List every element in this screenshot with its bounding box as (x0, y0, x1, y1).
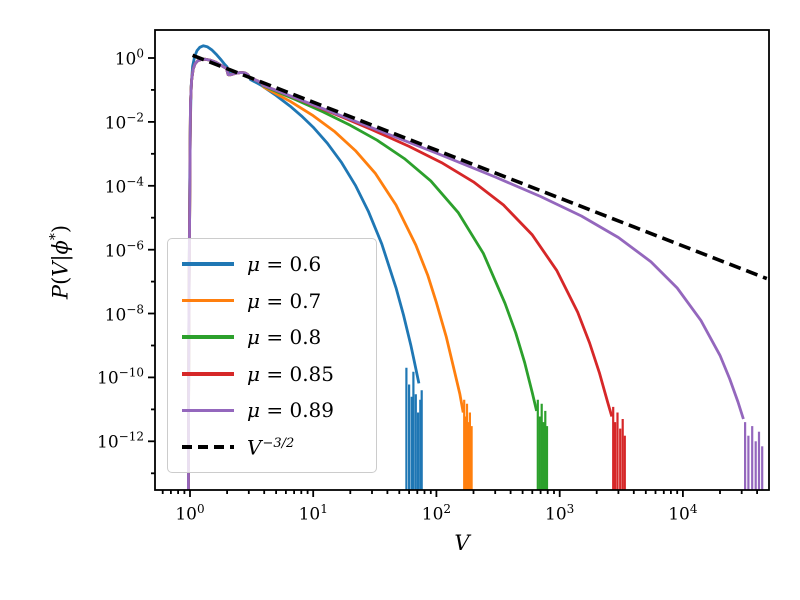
legend-label: μ = 0.6 (247, 252, 322, 276)
y-tick-label: 10−8 (104, 302, 144, 325)
y-tick-label: 10−4 (104, 174, 144, 198)
axes-frame (154, 29, 770, 491)
legend-line-sample (182, 371, 234, 376)
legend-entry: μ = 0.8 (182, 325, 364, 349)
y-tick-label: 10−2 (104, 110, 144, 134)
x-tick-label: 102 (421, 502, 452, 525)
y-axis-label-part: | (48, 254, 73, 262)
y-tick-label: 100 (114, 46, 144, 70)
x-tick-label: 103 (545, 502, 575, 525)
y-axis-label-part: P (48, 284, 73, 300)
legend-line-sample (182, 262, 234, 266)
y-axis-label-part: ϕ (48, 240, 73, 255)
series-V^(-3/2) (191, 53, 768, 281)
y-axis-label-part: ( (48, 276, 73, 285)
legend-line-sample (182, 335, 234, 339)
legend-entry: μ = 0.6 (182, 252, 364, 276)
y-axis-label: P(V|ϕ*) (48, 225, 73, 299)
legend-label: μ = 0.8 (247, 325, 322, 350)
x-axis-label: V (454, 531, 470, 555)
legend-entry: μ = 0.7 (182, 289, 364, 313)
x-tick-label: 100 (175, 502, 205, 525)
x-tick-label: 101 (298, 502, 328, 525)
y-tick-label: 10−10 (97, 366, 144, 389)
y-tick-label: 10−6 (104, 238, 144, 261)
legend-label: μ = 0.7 (247, 288, 322, 313)
y-axis-label-part: * (47, 233, 64, 241)
x-tick-label: 104 (668, 502, 698, 525)
y-axis-label-part: V (48, 261, 73, 277)
legend-label: V−3/2 (247, 435, 295, 460)
ticks-layer (148, 57, 758, 497)
y-axis-label-part: ) (48, 224, 73, 234)
legend-line-sample (182, 298, 234, 303)
legend-entry: V−3/2 (182, 435, 364, 459)
legend-entry: μ = 0.89 (182, 398, 364, 422)
legend-entry: μ = 0.85 (182, 362, 364, 386)
curves-layer (187, 44, 768, 490)
legend-line-sample (182, 444, 234, 449)
legend-label: μ = 0.89 (247, 398, 335, 423)
series-mu = 0.89 (187, 57, 745, 490)
legend: μ = 0.6 μ = 0.7 μ = 0.8 μ = 0.85 μ = 0.8… (167, 238, 377, 473)
legend-line-sample (182, 408, 234, 413)
legend-label: μ = 0.85 (247, 361, 335, 386)
y-tick-label: 10−12 (97, 430, 144, 453)
